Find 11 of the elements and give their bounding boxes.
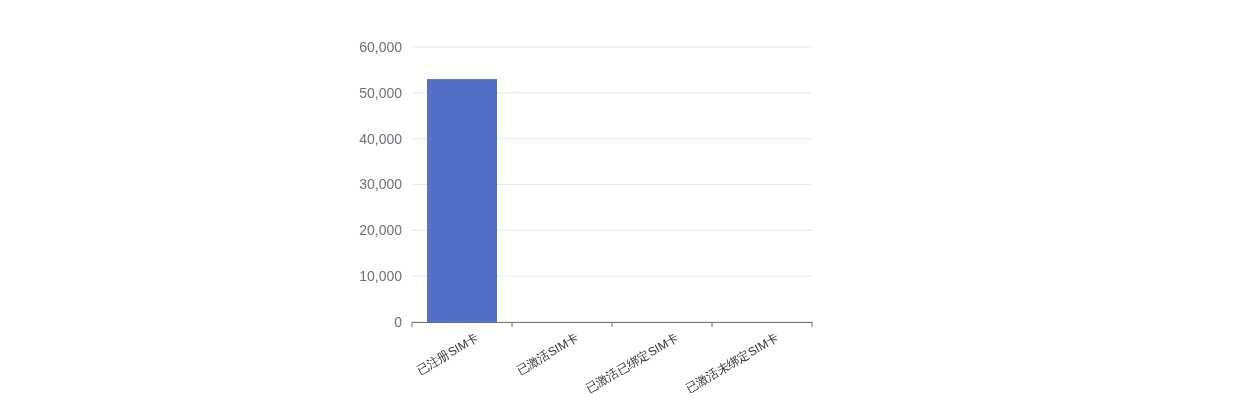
y-tick-label: 20,000 (359, 222, 403, 239)
x-tick-label: 已激活未绑定SIM卡 (683, 330, 782, 396)
y-tick-label: 0 (394, 313, 403, 330)
y-tick-label: 30,000 (359, 176, 403, 193)
x-tick-label: 已激活SIM卡 (514, 330, 582, 378)
y-tick-label: 50,000 (359, 84, 403, 101)
y-tick-label: 60,000 (359, 38, 403, 55)
x-tick-label: 已激活已绑定SIM卡 (583, 330, 682, 396)
x-tick-label: 已注册SIM卡 (414, 330, 482, 378)
y-tick-label: 10,000 (359, 268, 403, 285)
y-tick-label: 40,000 (359, 130, 403, 147)
